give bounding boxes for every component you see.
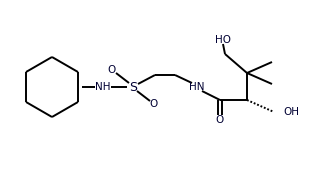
Text: O: O	[216, 115, 224, 125]
Text: S: S	[129, 80, 137, 94]
Text: HO: HO	[215, 35, 231, 45]
Text: OH: OH	[283, 107, 299, 117]
Text: O: O	[150, 99, 158, 109]
Text: NH: NH	[95, 82, 111, 92]
Text: HN: HN	[189, 82, 205, 92]
Text: O: O	[108, 65, 116, 75]
